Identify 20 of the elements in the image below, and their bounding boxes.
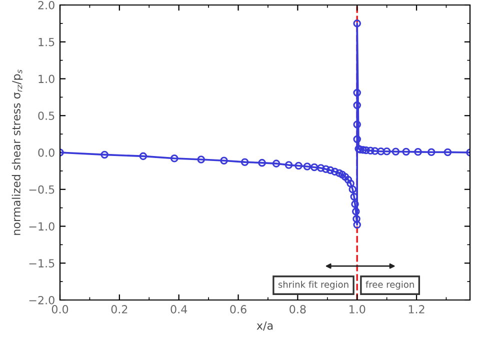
x-tick-label: 1.2	[408, 305, 424, 314]
y-tick-label: 0.0	[38, 148, 54, 157]
y-axis-title: normalized shear stress σ$_{rz}$/p$_{s}$	[12, 70, 23, 235]
y-tick-label: 2.0	[38, 0, 54, 10]
annotation: shrink fit region	[278, 280, 348, 290]
x-tick-label: 0.0	[52, 305, 68, 314]
x-tick-label: 0.8	[290, 305, 306, 314]
annotation: free region	[366, 280, 414, 290]
y-tick-label: −1.0	[29, 222, 54, 231]
y-tick-label: 0.5	[38, 112, 54, 120]
x-axis-title: x/a	[256, 322, 273, 331]
y-tick-label: −0.5	[29, 185, 54, 194]
x-tick-label: 1.0	[349, 305, 366, 314]
x-tick-label: 0.2	[111, 305, 128, 314]
x-tick-label: 0.4	[170, 305, 188, 314]
x-tick-label: 0.6	[230, 305, 246, 314]
y-tick-label: −1.5	[29, 259, 54, 268]
y-tick-label: 1.5	[38, 38, 54, 46]
y-tick-label: 1.0	[38, 74, 54, 84]
y-tick-label: −2.0	[29, 296, 54, 304]
